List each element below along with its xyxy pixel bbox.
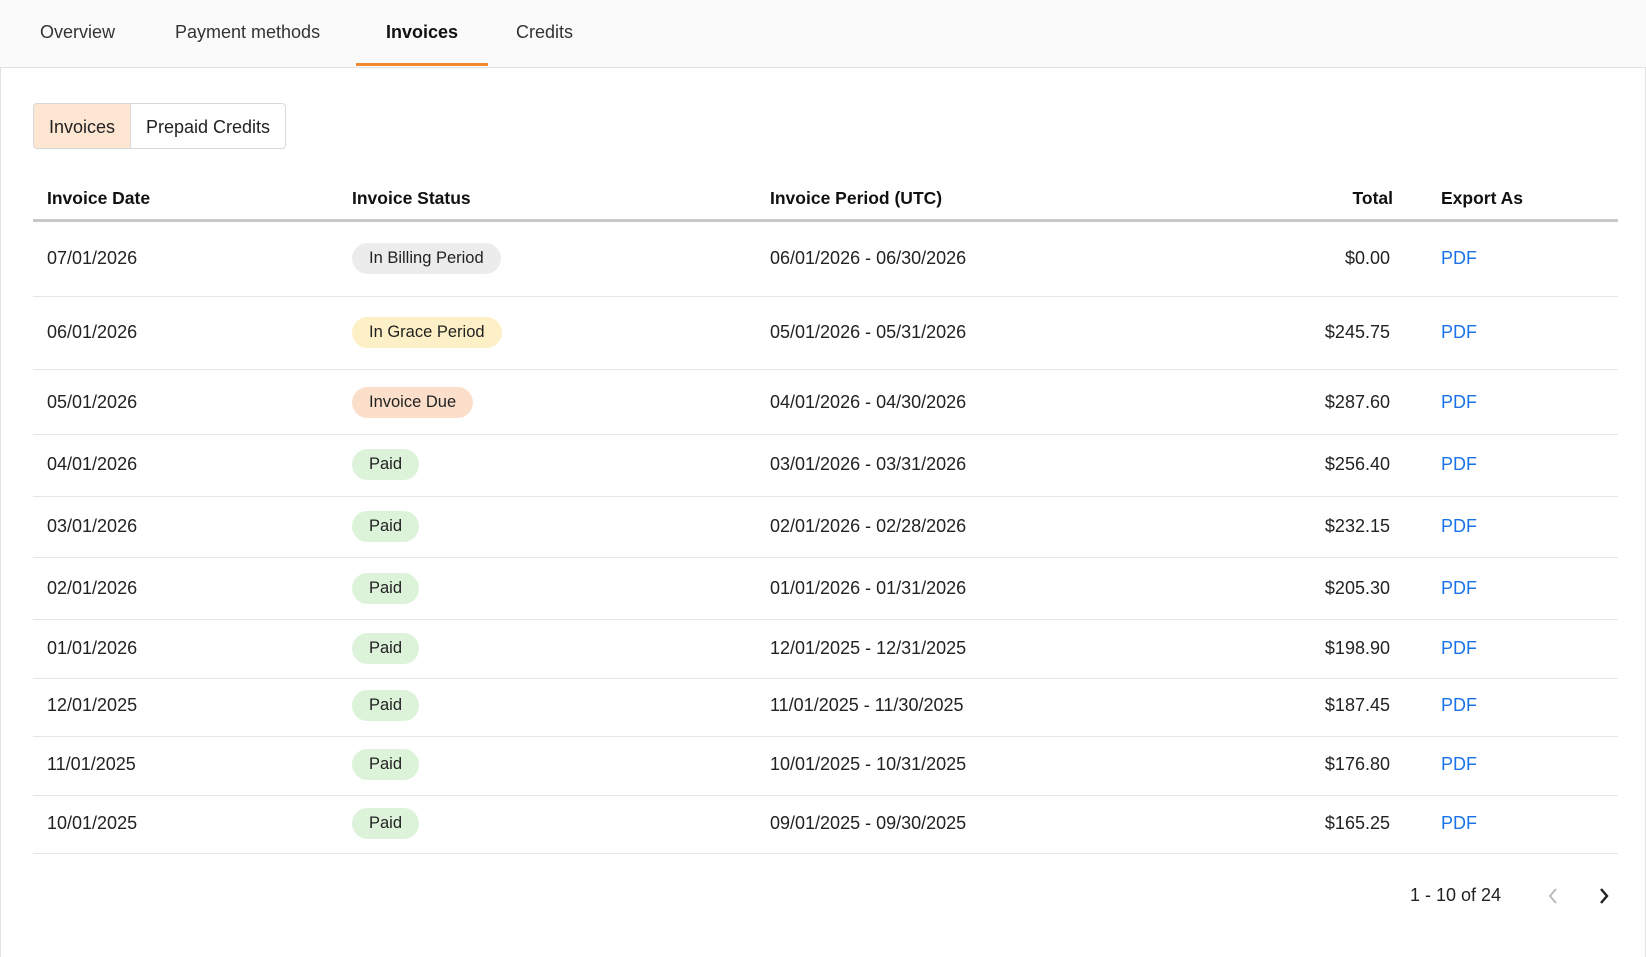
export-link[interactable]: PDF	[1441, 392, 1477, 412]
invoice-period: 06/01/2026 - 06/30/2026	[770, 248, 967, 268]
invoice-date: 07/01/2026	[47, 248, 138, 268]
tab[interactable]: Payment methods	[175, 22, 321, 42]
invoice-total: $256.40	[1324, 454, 1390, 474]
column-header: Invoice Period (UTC)	[770, 188, 943, 208]
tab[interactable]: Invoices	[386, 22, 459, 42]
invoice-date: 06/01/2026	[47, 322, 138, 342]
invoice-period: 02/01/2026 - 02/28/2026	[770, 516, 967, 536]
invoice-date: 03/01/2026	[47, 516, 138, 536]
row-divider	[33, 369, 1618, 370]
invoice-date: 01/01/2026	[47, 638, 138, 658]
invoice-total: $176.80	[1324, 754, 1390, 774]
status-badge: Paid	[352, 808, 420, 839]
status-badge: Paid	[352, 633, 420, 664]
status-badge: In Grace Period	[352, 317, 502, 348]
status-badge: Paid	[352, 449, 420, 480]
column-header: Invoice Status	[352, 188, 471, 208]
invoice-total: $245.75	[1324, 322, 1390, 342]
row-divider	[33, 296, 1618, 297]
status-badge: Paid	[352, 749, 420, 780]
export-link[interactable]: PDF	[1441, 248, 1477, 268]
row-divider	[33, 853, 1618, 854]
invoice-date: 02/01/2026	[47, 578, 138, 598]
invoice-date: 10/01/2025	[47, 813, 138, 833]
invoice-period: 09/01/2025 - 09/30/2025	[770, 813, 967, 833]
invoice-period: 04/01/2026 - 04/30/2026	[770, 392, 967, 412]
export-link[interactable]: PDF	[1441, 813, 1477, 833]
segment-button[interactable]: Invoices	[33, 103, 132, 149]
row-divider	[33, 678, 1618, 679]
status-badge: In Billing Period	[352, 243, 501, 274]
row-divider	[33, 557, 1618, 558]
row-divider	[33, 619, 1618, 620]
row-divider	[33, 496, 1618, 497]
column-header: Export As	[1441, 188, 1524, 208]
invoice-total: $232.15	[1324, 516, 1390, 536]
column-header: Total	[1352, 188, 1393, 208]
invoice-date: 05/01/2026	[47, 392, 138, 412]
active-tab-underline	[356, 63, 488, 66]
invoice-date: 11/01/2025	[47, 754, 136, 774]
invoice-total: $0.00	[1344, 248, 1390, 268]
column-header: Invoice Date	[47, 188, 151, 208]
segment-button[interactable]: Prepaid Credits	[131, 103, 287, 149]
invoice-total: $165.25	[1324, 813, 1390, 833]
invoice-period: 11/01/2025 - 11/30/2025	[770, 695, 964, 715]
invoice-period: 10/01/2025 - 10/31/2025	[770, 754, 967, 774]
invoice-period: 03/01/2026 - 03/31/2026	[770, 454, 967, 474]
header-rule	[33, 219, 1618, 222]
invoice-period: 01/01/2026 - 01/31/2026	[770, 578, 967, 598]
invoice-period: 12/01/2025 - 12/31/2025	[770, 638, 967, 658]
next-page[interactable]	[1595, 884, 1613, 908]
status-badge: Paid	[352, 511, 420, 542]
export-link[interactable]: PDF	[1441, 695, 1477, 715]
content-panel	[0, 67, 1646, 957]
tab[interactable]: Overview	[40, 22, 116, 42]
prev-page[interactable]	[1544, 884, 1562, 908]
status-badge: Paid	[352, 573, 420, 604]
row-divider	[33, 795, 1618, 796]
invoice-date: 04/01/2026	[47, 454, 138, 474]
export-link[interactable]: PDF	[1441, 454, 1477, 474]
status-badge: Invoice Due	[352, 387, 474, 418]
invoice-date: 12/01/2025	[47, 695, 138, 715]
export-link[interactable]: PDF	[1441, 754, 1477, 774]
invoice-period: 05/01/2026 - 05/31/2026	[770, 322, 967, 342]
invoice-total: $198.90	[1324, 638, 1390, 658]
status-badge: Paid	[352, 690, 420, 721]
invoice-total: $287.60	[1324, 392, 1390, 412]
export-link[interactable]: PDF	[1441, 578, 1477, 598]
pagination-range: 1 - 10 of 24	[1410, 885, 1502, 905]
export-link[interactable]: PDF	[1441, 638, 1477, 658]
invoice-total: $187.45	[1324, 695, 1390, 715]
row-divider	[33, 736, 1618, 737]
export-link[interactable]: PDF	[1441, 516, 1477, 536]
tab[interactable]: Credits	[516, 22, 574, 42]
export-link[interactable]: PDF	[1441, 322, 1477, 342]
row-divider	[33, 434, 1618, 435]
invoice-total: $205.30	[1324, 578, 1390, 598]
